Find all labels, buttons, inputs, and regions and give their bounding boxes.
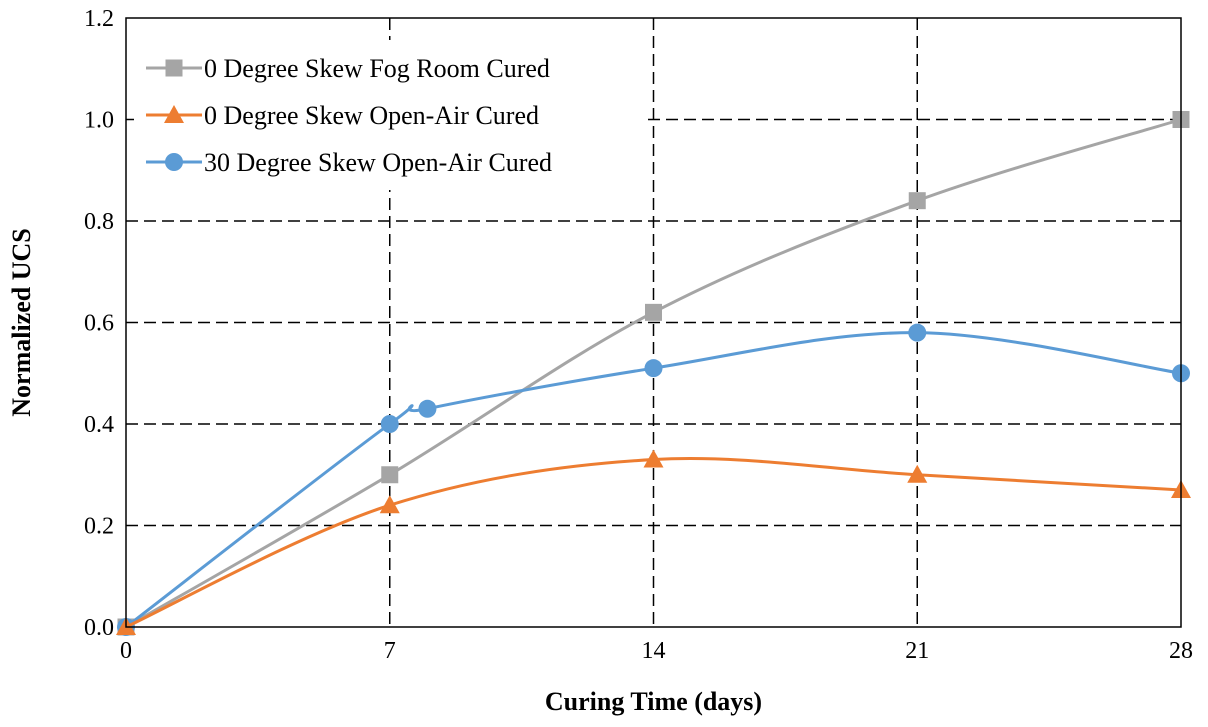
- series-2: [117, 323, 1190, 636]
- y-tick-label: 0.6: [84, 311, 114, 337]
- data-point: [418, 399, 437, 418]
- legend-item: 30 Degree Skew Open-Air Cured: [146, 148, 552, 177]
- legend-background: [134, 40, 644, 190]
- x-tick-label: 21: [905, 638, 929, 664]
- series-1: [116, 449, 1191, 635]
- y-tick-label: 1.2: [84, 6, 114, 32]
- y-tick-label: 0.2: [84, 514, 114, 540]
- data-point: [379, 495, 400, 514]
- plot-area-border: [125, 17, 1182, 628]
- data-point: [907, 464, 928, 483]
- x-tick-label: 0: [120, 638, 132, 664]
- data-point: [381, 466, 399, 484]
- series-layer: [116, 111, 1191, 636]
- x-tick-label: 7: [384, 638, 396, 664]
- y-tick-label: 0.0: [84, 615, 114, 641]
- y-tick-label: 0.8: [84, 209, 114, 235]
- legend-marker: [165, 59, 183, 77]
- x-axis-title: Curing Time (days): [545, 687, 762, 716]
- data-point: [645, 303, 662, 321]
- series-line: [125, 331, 1182, 629]
- data-point: [643, 449, 664, 468]
- x-tick-label: 14: [642, 638, 666, 664]
- data-point: [908, 192, 926, 210]
- x-axis-tick-labels: 0 7 14 21 28: [120, 638, 1193, 664]
- legend-item: 0 Degree Skew Open-Air Cured: [146, 101, 539, 130]
- y-axis-tick-labels: 0.0 0.2 0.4 0.6 0.8 1.0 1.2: [84, 6, 114, 641]
- data-point: [644, 359, 663, 378]
- data-point: [908, 323, 927, 342]
- y-axis-title: Normalized UCS: [7, 228, 36, 416]
- x-tick-label: 28: [1169, 638, 1193, 664]
- legend-marker: [164, 105, 184, 123]
- y-tick-label: 1.0: [84, 108, 114, 134]
- legend: 0 Degree Skew Fog Room Cured 0 Degree Ske…: [146, 54, 552, 177]
- legend-item: 0 Degree Skew Fog Room Cured: [146, 54, 550, 83]
- data-point: [380, 415, 399, 433]
- legend-marker: [165, 153, 183, 171]
- legend-label: 0 Degree Skew Fog Room Cured: [204, 54, 550, 83]
- y-tick-label: 0.4: [84, 412, 114, 438]
- legend-label: 30 Degree Skew Open-Air Cured: [204, 148, 552, 177]
- legend-label: 0 Degree Skew Open-Air Cured: [204, 101, 539, 130]
